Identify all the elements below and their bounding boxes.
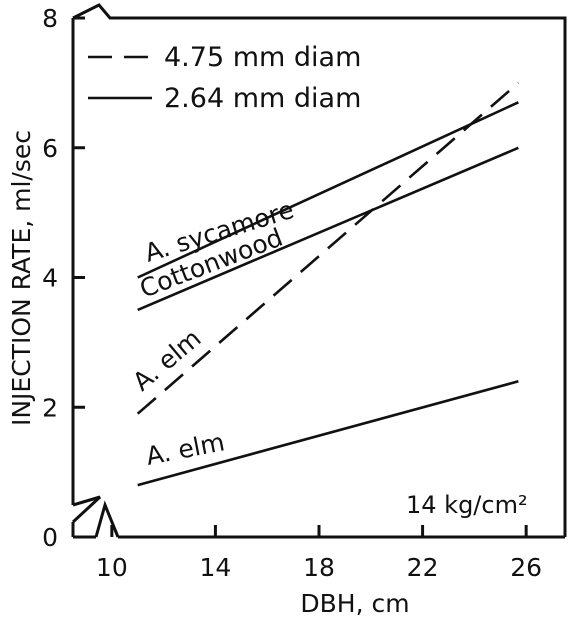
y-tick-label: 8 [42,4,58,33]
pressure-annotation: 14 kg/cm² [406,491,528,519]
y-tick-label: 0 [42,523,58,552]
series-line-3 [136,81,520,415]
series-line-2 [137,146,519,312]
y-tick-label: 6 [42,134,58,163]
y-axis-break [71,495,102,524]
legend: 4.75 mm diam 2.64 mm diam [88,42,361,114]
x-tick-label: 18 [303,553,335,582]
x-tick-label: 14 [200,553,232,582]
legend-label-solid: 2.64 mm diam [164,83,361,114]
axis-ticks: 10 14 18 22 26 0 2 4 6 8 [42,4,542,582]
legend-label-dashed: 4.75 mm diam [164,42,361,73]
x-axis-break [94,500,120,538]
y-axis-title: INJECTION RATE, ml/sec [7,130,36,426]
y-tick-label: 2 [42,393,58,422]
x-tick-label: 26 [510,553,542,582]
x-axis-title: DBH, cm [300,589,409,618]
x-tick-label: 22 [407,553,439,582]
top-frame-line [72,3,567,537]
series-line-1 [137,101,519,279]
x-tick-label: 10 [96,553,128,582]
curve-label-elm-dashed: A. elm [127,323,206,396]
y-tick-label: 4 [42,264,58,293]
series-line-4 [137,380,519,487]
series-group [136,81,520,487]
